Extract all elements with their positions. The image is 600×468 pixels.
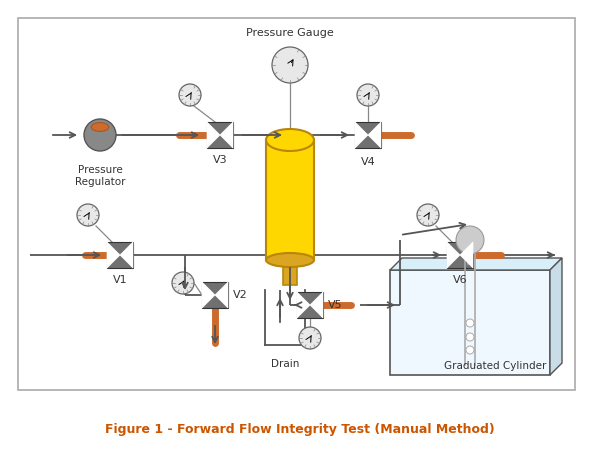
Text: Drain: Drain	[271, 359, 299, 369]
Ellipse shape	[266, 129, 314, 151]
Circle shape	[466, 333, 474, 341]
Polygon shape	[207, 122, 220, 148]
Polygon shape	[220, 122, 233, 148]
Polygon shape	[202, 282, 215, 308]
Polygon shape	[355, 122, 368, 148]
Bar	[18, 18, 575, 390]
Bar	[107, 242, 133, 268]
Circle shape	[466, 319, 474, 327]
Text: V6: V6	[452, 275, 467, 285]
Polygon shape	[368, 122, 381, 148]
Text: Pressure Gauge: Pressure Gauge	[246, 28, 334, 38]
Bar	[283, 265, 297, 285]
Polygon shape	[215, 282, 228, 308]
Circle shape	[456, 226, 484, 254]
Polygon shape	[460, 242, 473, 268]
Polygon shape	[297, 292, 310, 318]
Polygon shape	[310, 292, 323, 318]
Bar	[390, 270, 550, 375]
Circle shape	[357, 84, 379, 106]
Circle shape	[84, 119, 116, 151]
Text: V2: V2	[233, 290, 248, 300]
Circle shape	[179, 84, 201, 106]
Circle shape	[272, 47, 308, 83]
Polygon shape	[390, 258, 562, 270]
Polygon shape	[447, 242, 460, 268]
Circle shape	[417, 204, 439, 226]
Polygon shape	[550, 258, 562, 375]
Text: V3: V3	[212, 155, 227, 165]
Text: Pressure
Regulator: Pressure Regulator	[75, 165, 125, 187]
Bar	[202, 282, 228, 308]
Bar	[447, 242, 473, 268]
Text: V1: V1	[113, 275, 127, 285]
Ellipse shape	[266, 253, 314, 267]
Bar	[355, 122, 381, 148]
Text: V5: V5	[328, 300, 343, 310]
Bar	[297, 292, 323, 318]
Circle shape	[299, 327, 321, 349]
Bar	[266, 140, 314, 260]
Circle shape	[77, 204, 99, 226]
Text: V4: V4	[361, 157, 376, 167]
Polygon shape	[107, 242, 120, 268]
Bar	[207, 122, 233, 148]
Text: Graduated Cylinder: Graduated Cylinder	[443, 361, 546, 371]
Polygon shape	[120, 242, 133, 268]
Ellipse shape	[91, 123, 109, 132]
Circle shape	[466, 346, 474, 354]
Circle shape	[172, 272, 194, 294]
Text: Figure 1 - Forward Flow Integrity Test (Manual Method): Figure 1 - Forward Flow Integrity Test (…	[105, 424, 495, 437]
